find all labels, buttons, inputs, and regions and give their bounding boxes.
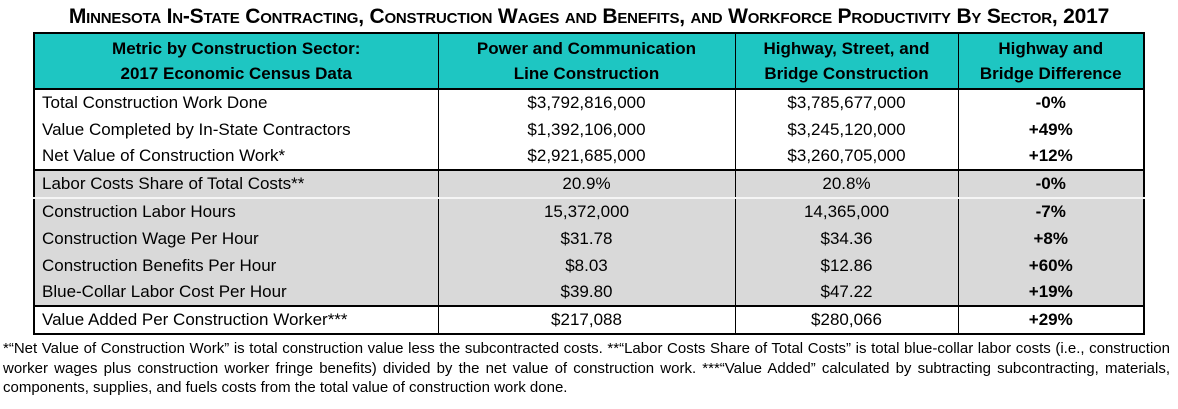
column-header-power-line: Power and Communication Line Constructio… bbox=[437, 33, 735, 90]
metric-cell: Total Construction Work Done bbox=[34, 89, 438, 116]
metric-cell: Construction Labor Hours bbox=[34, 197, 438, 225]
metric-cell: Value Added Per Construction Worker*** bbox=[34, 305, 438, 334]
value-cell: 14,365,000 bbox=[734, 197, 958, 225]
difference-cell: +19% bbox=[957, 279, 1144, 306]
value-cell: $3,260,705,000 bbox=[734, 143, 958, 170]
header-row: Metric by Construction Sector: 2017 Econ… bbox=[34, 33, 1144, 90]
table-row: Value Added Per Construction Worker*** $… bbox=[34, 305, 1144, 334]
value-cell: 20.8% bbox=[734, 169, 958, 198]
difference-cell: -0% bbox=[957, 89, 1144, 116]
metric-cell: Net Value of Construction Work* bbox=[34, 143, 438, 170]
table-row: Construction Benefits Per Hour $8.03 $12… bbox=[34, 252, 1144, 279]
column-header-line: 2017 Economic Census Data bbox=[120, 64, 352, 83]
column-header-difference: Highway and Bridge Difference bbox=[957, 33, 1144, 90]
column-header-metric: Metric by Construction Sector: 2017 Econ… bbox=[34, 33, 438, 90]
table-row: Net Value of Construction Work* $2,921,6… bbox=[34, 143, 1144, 170]
value-cell: $280,066 bbox=[734, 305, 958, 334]
value-cell: $34.36 bbox=[734, 225, 958, 252]
column-header-highway-bridge: Highway, Street, and Bridge Construction bbox=[734, 33, 958, 90]
column-header-line: Metric by Construction Sector: bbox=[112, 39, 361, 58]
value-cell: 15,372,000 bbox=[437, 197, 735, 225]
metric-cell: Value Completed by In-State Contractors bbox=[34, 116, 438, 143]
column-header-line: Highway, Street, and bbox=[763, 39, 930, 58]
value-cell: 20.9% bbox=[437, 169, 735, 198]
metric-cell: Construction Wage Per Hour bbox=[34, 225, 438, 252]
value-cell: $31.78 bbox=[437, 225, 735, 252]
table-row: Blue-Collar Labor Cost Per Hour $39.80 $… bbox=[34, 279, 1144, 306]
sector-comparison-table: Metric by Construction Sector: 2017 Econ… bbox=[33, 32, 1145, 335]
table-row: Value Completed by In-State Contractors … bbox=[34, 116, 1144, 143]
value-cell: $3,245,120,000 bbox=[734, 116, 958, 143]
value-cell: $3,792,816,000 bbox=[437, 89, 735, 116]
metric-cell: Labor Costs Share of Total Costs** bbox=[34, 169, 438, 198]
table-body: Total Construction Work Done $3,792,816,… bbox=[34, 89, 1144, 334]
table-row: Construction Wage Per Hour $31.78 $34.36… bbox=[34, 225, 1144, 252]
footnote-text: *“Net Value of Construction Work” is tot… bbox=[3, 340, 1170, 396]
table-row: Total Construction Work Done $3,792,816,… bbox=[34, 89, 1144, 116]
difference-cell: +12% bbox=[957, 143, 1144, 170]
value-cell: $47.22 bbox=[734, 279, 958, 306]
difference-cell: +49% bbox=[957, 116, 1144, 143]
column-header-line: Line Construction bbox=[513, 64, 660, 83]
column-header-line: Bridge Difference bbox=[979, 64, 1122, 83]
value-cell: $3,785,677,000 bbox=[734, 89, 958, 116]
value-cell: $1,392,106,000 bbox=[437, 116, 735, 143]
table-row: Construction Labor Hours 15,372,000 14,3… bbox=[34, 197, 1144, 225]
difference-cell: -7% bbox=[957, 197, 1144, 225]
table-header: Metric by Construction Sector: 2017 Econ… bbox=[34, 33, 1144, 90]
metric-cell: Blue-Collar Labor Cost Per Hour bbox=[34, 279, 438, 306]
value-cell: $217,088 bbox=[437, 305, 735, 334]
table-row: Labor Costs Share of Total Costs** 20.9%… bbox=[34, 169, 1144, 198]
column-header-line: Power and Communication bbox=[476, 39, 697, 58]
value-cell: $2,921,685,000 bbox=[437, 143, 735, 170]
page-title: Minnesota In-State Contracting, Construc… bbox=[68, 5, 1110, 28]
difference-cell: -0% bbox=[957, 169, 1144, 198]
column-header-line: Bridge Construction bbox=[764, 64, 929, 83]
value-cell: $8.03 bbox=[437, 252, 735, 279]
difference-cell: +60% bbox=[957, 252, 1144, 279]
difference-cell: +29% bbox=[957, 305, 1144, 334]
column-header-line: Highway and bbox=[998, 39, 1104, 58]
value-cell: $39.80 bbox=[437, 279, 735, 306]
value-cell: $12.86 bbox=[734, 252, 958, 279]
difference-cell: +8% bbox=[957, 225, 1144, 252]
metric-cell: Construction Benefits Per Hour bbox=[34, 252, 438, 279]
